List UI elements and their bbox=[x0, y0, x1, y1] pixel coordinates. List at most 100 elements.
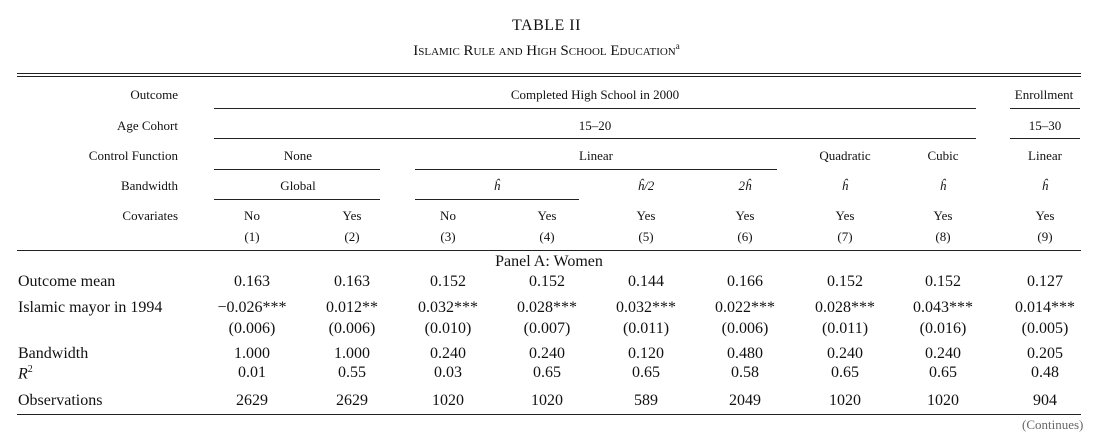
column-number-2: (2) bbox=[344, 229, 360, 244]
r2-col-2: 0.55 bbox=[338, 364, 366, 381]
control-linear-side: Linear bbox=[1028, 148, 1062, 163]
outcome-mean-col-4: 0.152 bbox=[529, 273, 565, 290]
bandwidth-col-9: 0.205 bbox=[1027, 345, 1063, 362]
observations-col-9: 904 bbox=[1033, 392, 1057, 409]
covariates-col-8: Yes bbox=[933, 208, 953, 223]
table-title: TABLE II bbox=[512, 17, 581, 34]
panel-title: Panel A: Women bbox=[495, 253, 603, 270]
bandwidth-col-1: 1.000 bbox=[234, 345, 270, 362]
outcome-mean-col-8: 0.152 bbox=[925, 273, 961, 290]
column-number-4: (4) bbox=[539, 229, 555, 244]
r2-col-9: 0.48 bbox=[1031, 364, 1059, 381]
r2-superscript: 2 bbox=[27, 364, 33, 375]
observations-col-2: 2629 bbox=[336, 392, 368, 409]
covariates-col-2: Yes bbox=[342, 208, 362, 223]
covariates-col-6: Yes bbox=[735, 208, 755, 223]
rule-outcome-main bbox=[214, 108, 976, 109]
observations-col-8: 1020 bbox=[927, 392, 959, 409]
bandwidth-col-4: 0.240 bbox=[529, 345, 565, 362]
observations-col-1: 2629 bbox=[236, 392, 268, 409]
header-age-main: 15–20 bbox=[578, 118, 612, 133]
row-label-bandwidth: Bandwidth bbox=[18, 345, 89, 362]
observations-col-7: 1020 bbox=[829, 392, 861, 409]
bandwidth-col-6: 0.480 bbox=[727, 345, 763, 362]
row-label-outcome-mean: Outcome mean bbox=[18, 273, 116, 290]
row-label-r2: R2 bbox=[18, 364, 33, 383]
top-rule-2 bbox=[17, 76, 1081, 77]
control-cubic: Cubic bbox=[927, 148, 959, 163]
islamic-mayor-coef-col-8: 0.043*** bbox=[913, 299, 973, 316]
header-control-label: Control Function bbox=[88, 148, 178, 163]
header-outcome-side: Enrollment bbox=[1014, 87, 1074, 102]
r2-symbol: R bbox=[18, 365, 28, 383]
bandwidth-col-8: 0.240 bbox=[925, 345, 961, 362]
covariates-col-4: Yes bbox=[537, 208, 557, 223]
bandwidth-col-2: 1.000 bbox=[334, 345, 370, 362]
header-age-side: 15–30 bbox=[1028, 118, 1062, 133]
islamic-mayor-coef-col-1: −0.026*** bbox=[217, 299, 287, 316]
islamic-mayor-se-col-6: (0.006) bbox=[721, 320, 769, 337]
islamic-mayor-coef-col-3: 0.032*** bbox=[418, 299, 478, 316]
bottom-rule bbox=[17, 414, 1081, 415]
islamic-mayor-coef-col-5: 0.032*** bbox=[616, 299, 676, 316]
covariates-col-5: Yes bbox=[636, 208, 656, 223]
islamic-mayor-coef-col-7: 0.028*** bbox=[815, 299, 875, 316]
islamic-mayor-se-col-1: (0.006) bbox=[228, 320, 276, 337]
rule-bw-h bbox=[415, 199, 579, 200]
bandwidth-col-3-4: ĥ bbox=[493, 178, 501, 193]
r2-col-4: 0.65 bbox=[533, 364, 561, 381]
column-number-8: (8) bbox=[935, 229, 951, 244]
outcome-mean-col-7: 0.152 bbox=[827, 273, 863, 290]
covariates-col-1: No bbox=[244, 208, 260, 223]
r2-col-3: 0.03 bbox=[434, 364, 462, 381]
control-none: None bbox=[283, 148, 313, 163]
rule-outcome-side bbox=[1010, 108, 1080, 109]
rule-control-linear bbox=[415, 169, 777, 170]
islamic-mayor-se-col-5: (0.011) bbox=[622, 320, 670, 337]
header-outcome-label: Outcome bbox=[130, 87, 178, 102]
bandwidth-col-7: 0.240 bbox=[827, 345, 863, 362]
observations-col-6: 2049 bbox=[729, 392, 761, 409]
r2-col-7: 0.65 bbox=[831, 364, 859, 381]
rule-age-side bbox=[1010, 138, 1080, 139]
outcome-mean-col-1: 0.163 bbox=[234, 273, 270, 290]
observations-col-5: 589 bbox=[634, 392, 658, 409]
islamic-mayor-coef-col-4: 0.028*** bbox=[517, 299, 577, 316]
bandwidth-col-5: 0.120 bbox=[628, 345, 664, 362]
header-outcome-main: Completed High School in 2000 bbox=[510, 87, 680, 102]
rule-age-main bbox=[214, 138, 976, 139]
header-bottom-rule bbox=[17, 250, 1081, 251]
islamic-mayor-coef-col-2: 0.012** bbox=[326, 299, 378, 316]
observations-col-3: 1020 bbox=[432, 392, 464, 409]
column-number-5: (5) bbox=[638, 229, 654, 244]
r2-col-6: 0.58 bbox=[731, 364, 759, 381]
islamic-mayor-coef-col-9: 0.014*** bbox=[1015, 299, 1075, 316]
table-subtitle: Islamic Rule and High School Educationa bbox=[0, 41, 1093, 60]
bandwidth-global: Global bbox=[280, 178, 316, 193]
row-label-observations: Observations bbox=[18, 392, 103, 409]
row-label-islamic-mayor: Islamic mayor in 1994 bbox=[18, 299, 163, 316]
outcome-mean-col-9: 0.127 bbox=[1027, 273, 1063, 290]
r2-col-5: 0.65 bbox=[632, 364, 660, 381]
bandwidth-col-9: ĥ bbox=[1041, 178, 1049, 193]
islamic-mayor-se-col-3: (0.010) bbox=[424, 320, 472, 337]
header-age-label: Age Cohort bbox=[116, 118, 178, 133]
outcome-mean-col-5: 0.144 bbox=[628, 273, 664, 290]
control-quadratic: Quadratic bbox=[819, 148, 871, 163]
control-linear: Linear bbox=[579, 148, 613, 163]
bandwidth-col-3: 0.240 bbox=[430, 345, 466, 362]
column-number-1: (1) bbox=[244, 229, 260, 244]
rule-control-none bbox=[214, 169, 380, 170]
bandwidth-col-6: 2ĥ bbox=[738, 178, 752, 193]
bandwidth-col-7: ĥ bbox=[841, 178, 849, 193]
r2-col-8: 0.65 bbox=[929, 364, 957, 381]
outcome-mean-col-2: 0.163 bbox=[334, 273, 370, 290]
islamic-mayor-se-col-8: (0.016) bbox=[919, 320, 967, 337]
observations-col-4: 1020 bbox=[531, 392, 563, 409]
column-number-9: (9) bbox=[1037, 229, 1053, 244]
column-number-3: (3) bbox=[440, 229, 456, 244]
r2-col-1: 0.01 bbox=[238, 364, 266, 381]
covariates-col-9: Yes bbox=[1035, 208, 1055, 223]
covariates-col-3: No bbox=[440, 208, 456, 223]
header-bandwidth-label: Bandwidth bbox=[120, 178, 178, 193]
